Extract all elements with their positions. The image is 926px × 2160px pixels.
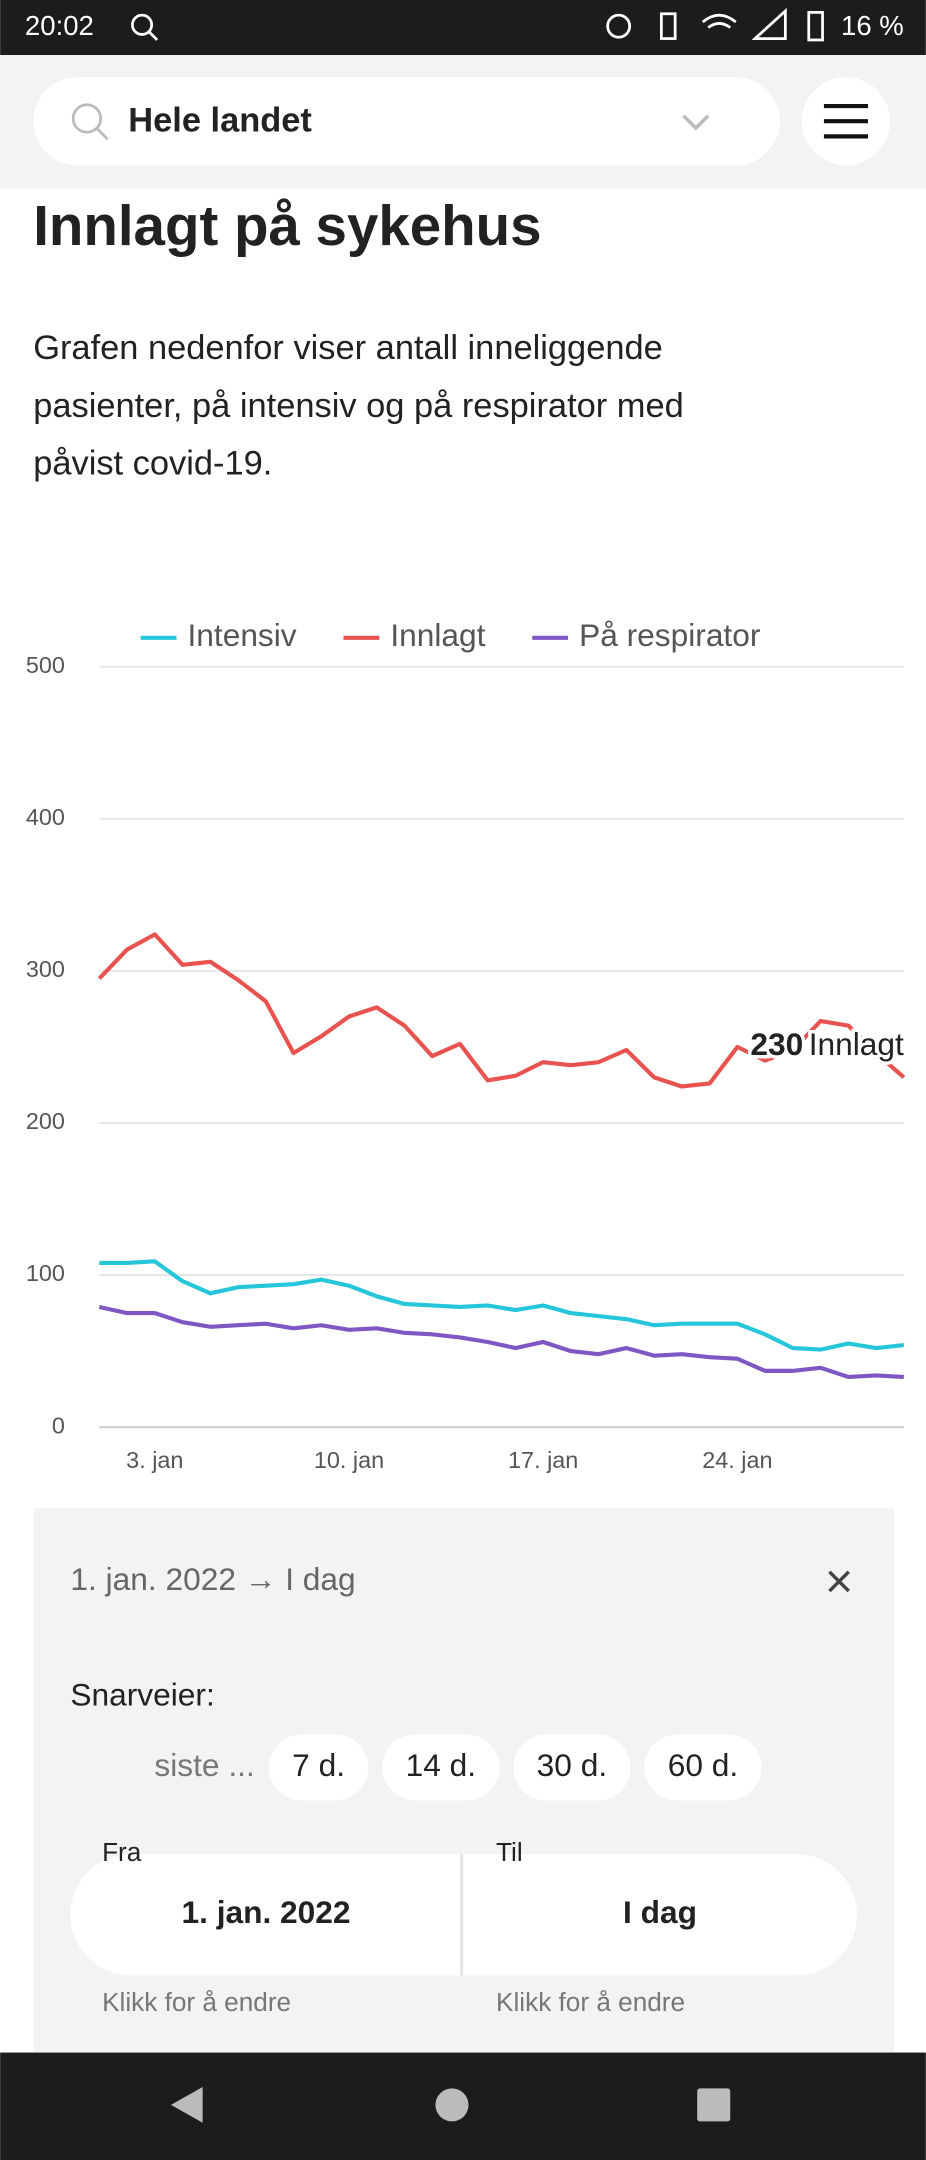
shortcut-button[interactable] [268,1734,369,1801]
search-icon [95,127,109,141]
paragraph-line: Grafen nedenfor viser antall inneliggend… [33,329,663,367]
shortcuts-prefix: siste ... [154,1747,254,1783]
search-box[interactable] [33,77,780,166]
y-tick-label: 400 [26,804,65,830]
x-tick-label: 17. jan [508,1447,578,1473]
x-tick-label: 3. jan [126,1447,183,1473]
shortcut-label: 14 d. [406,1747,476,1783]
line-series [98,1304,904,1380]
line-series [97,932,906,1089]
y-tick-label: 0 [52,1412,65,1438]
search-icon [131,13,154,36]
shortcut-button[interactable] [513,1734,631,1801]
chart: 0 100 200 300 400 500 3. jan 10. jan 17. jan 24. … [26,617,908,1473]
end-label-name: Innlagt [809,1026,904,1062]
heading: Innlagt på sykehus [33,194,541,257]
x-tick-label: 24. jan [702,1447,772,1473]
status-bar [0,0,926,56]
paragraph: Grafen nedenfor viser antall inneliggend… [33,329,684,483]
field-label: Fra [102,1837,142,1867]
y-tick-label: 300 [26,956,65,982]
date-field[interactable] [70,1854,857,1976]
nav-home[interactable] [435,2088,469,2122]
search-icon [71,103,103,134]
field-label: Til [496,1837,523,1867]
y-tick-label: 500 [26,652,65,678]
y-tick-label: 200 [26,1108,65,1134]
field-value: 1. jan. 2022 [181,1894,350,1930]
shortcut-button[interactable] [644,1734,762,1801]
legend-label: På respirator [579,617,761,653]
nav-back[interactable] [170,2086,203,2123]
shortcut-label: 30 d. [537,1747,607,1783]
shortcut-button[interactable] [382,1734,500,1801]
field-hint: Klikk for å endre [496,1987,685,2017]
shortcut-label: 60 d. [668,1747,738,1783]
status-icons [606,7,824,42]
end-label-value: 230 [750,1026,803,1062]
y-tick-label: 100 [26,1260,65,1286]
field-hint: Klikk for å endre [102,1987,291,2017]
line-series [99,1259,905,1352]
battery-level: 16 % [841,10,904,41]
menu-icon [823,104,869,139]
paragraph-line: pasienter, på intensiv og på respirator … [33,387,684,425]
dropdown-chevron [682,114,710,131]
field-value: I dag [623,1894,697,1930]
legend-label: Innlagt [390,617,485,653]
shortcut-label: 7 d. [292,1747,345,1783]
nav-recent[interactable] [697,2088,731,2122]
panel-controls: 7 d. 14 d. 30 d. 60 d. Fra 1. jan. 2022 Klikk … [70,1734,857,2017]
legend-label: Intensiv [187,617,296,653]
end-label: 230 Innlagt [750,1026,904,1062]
paragraph-line: påvist covid-19. [33,445,272,483]
search-text: Hele landet [128,102,312,140]
shortcuts-label: Snarveier: [70,1677,214,1713]
status-time: 20:02 [25,10,94,41]
search-icon [147,30,159,41]
x-tick-label: 10. jan [314,1447,384,1473]
date-range: 1. jan. 2022 → I dag [70,1561,355,1597]
close-button[interactable] [828,1570,850,1593]
